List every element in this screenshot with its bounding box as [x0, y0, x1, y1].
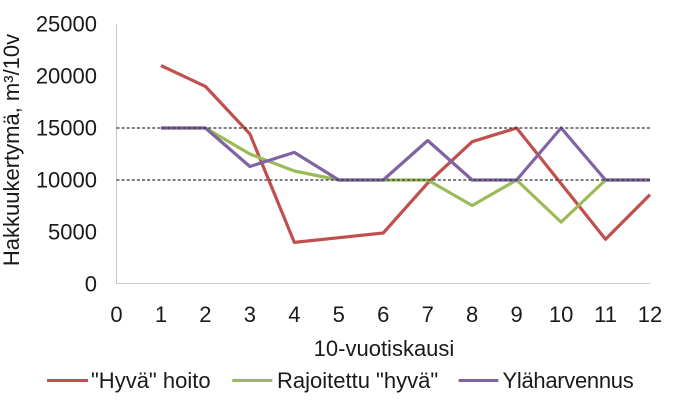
svg-text:9: 9 — [510, 302, 522, 327]
svg-text:5000: 5000 — [48, 220, 97, 245]
svg-text:8: 8 — [466, 302, 478, 327]
svg-text:11: 11 — [594, 302, 617, 327]
svg-text:3: 3 — [244, 302, 256, 327]
svg-text:15000: 15000 — [36, 116, 97, 141]
svg-text:7: 7 — [422, 302, 434, 327]
svg-text:4: 4 — [288, 302, 300, 327]
svg-text:5: 5 — [333, 302, 345, 327]
svg-text:10: 10 — [549, 302, 573, 327]
svg-text:0: 0 — [85, 272, 97, 297]
svg-text:20000: 20000 — [36, 64, 97, 89]
svg-text:1: 1 — [155, 302, 167, 327]
svg-text:10000: 10000 — [36, 168, 97, 193]
svg-text:12: 12 — [638, 302, 662, 327]
svg-text:25000: 25000 — [36, 12, 97, 37]
svg-text:"Hyvä" hoito: "Hyvä" hoito — [91, 368, 211, 393]
svg-text:Yläharvennus: Yläharvennus — [503, 368, 634, 393]
svg-text:10-vuotiskausi: 10-vuotiskausi — [314, 336, 455, 361]
svg-text:Hakkuukertymä, m³/10v: Hakkuukertymä, m³/10v — [0, 34, 24, 266]
svg-text:0: 0 — [110, 302, 122, 327]
svg-text:Rajoitettu "hyvä": Rajoitettu "hyvä" — [277, 368, 438, 393]
svg-text:6: 6 — [377, 302, 389, 327]
svg-text:2: 2 — [199, 302, 211, 327]
